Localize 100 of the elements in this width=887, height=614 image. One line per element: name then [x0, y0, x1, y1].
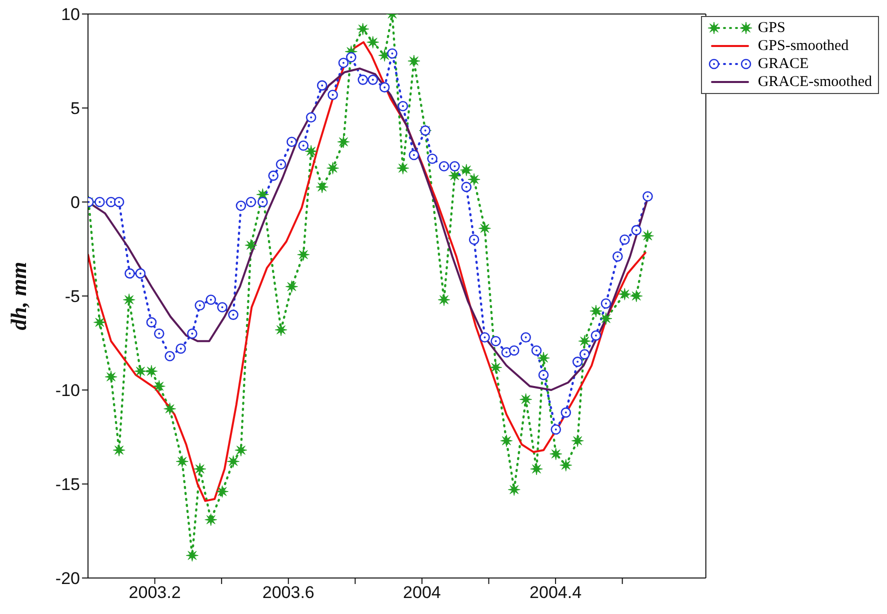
point [590, 330, 602, 341]
point [468, 234, 480, 245]
y-tick-label: 10 [61, 5, 80, 24]
point [268, 170, 278, 181]
point [520, 332, 531, 343]
point [297, 248, 310, 261]
point [154, 328, 164, 339]
point [618, 288, 631, 300]
point [337, 136, 350, 148]
point [346, 52, 356, 62]
point [93, 316, 106, 329]
legend-label: GRACE-smoothed [758, 73, 872, 91]
point [438, 161, 450, 172]
y-tick-label: -10 [55, 381, 80, 400]
point [246, 196, 256, 208]
point [508, 483, 520, 496]
point [480, 332, 490, 343]
point [94, 196, 105, 208]
point [590, 304, 602, 318]
point [550, 424, 562, 435]
point [306, 112, 316, 123]
y-tick-label: -15 [55, 475, 80, 494]
point [408, 150, 420, 160]
point [631, 225, 642, 236]
point [244, 238, 258, 252]
point [398, 100, 408, 112]
x-tick-label: 2003.6 [262, 583, 314, 602]
point [478, 222, 491, 235]
point [531, 345, 542, 356]
point [537, 352, 550, 364]
point [461, 182, 472, 192]
point [642, 191, 653, 202]
point [152, 380, 166, 392]
point [600, 298, 612, 309]
y-tick-label: -5 [64, 287, 80, 306]
y-tick-label: 5 [70, 99, 80, 118]
y-tick-label: 0 [70, 193, 80, 212]
point [468, 173, 480, 186]
point [304, 144, 318, 158]
point [490, 361, 502, 374]
point [427, 154, 438, 164]
point [379, 82, 390, 92]
point [326, 162, 340, 174]
point [538, 370, 549, 380]
point [408, 54, 420, 68]
legend-label: GPS [758, 19, 786, 37]
point [104, 370, 118, 384]
point [228, 310, 238, 320]
point [612, 251, 623, 262]
point [641, 230, 654, 242]
point [164, 351, 175, 362]
point [135, 268, 146, 279]
point [206, 294, 216, 305]
point [450, 161, 460, 172]
point [114, 196, 124, 208]
point [508, 345, 520, 356]
point [368, 74, 378, 85]
point [217, 302, 228, 312]
point [122, 294, 136, 306]
point [460, 164, 473, 176]
point [112, 444, 126, 456]
point [366, 36, 380, 48]
point [145, 364, 158, 378]
point [550, 448, 562, 460]
point [204, 513, 218, 526]
point [490, 336, 501, 346]
point [316, 80, 328, 91]
x-tick-label: 2003.2 [128, 583, 181, 602]
x-tick-label: 2004 [403, 583, 441, 602]
x-tick-label: 2004.4 [530, 583, 582, 602]
point [164, 402, 176, 416]
point [438, 294, 450, 306]
point [186, 549, 198, 562]
point [579, 349, 590, 360]
point [356, 22, 370, 36]
point [286, 136, 297, 147]
point [227, 455, 240, 468]
point [176, 343, 186, 354]
point [578, 334, 591, 348]
point [216, 485, 228, 498]
point [176, 455, 188, 468]
point [571, 434, 584, 448]
point [560, 458, 572, 472]
point [396, 162, 410, 174]
point [274, 324, 288, 336]
y-axis-title: dh, mm [6, 262, 31, 330]
point [316, 180, 328, 194]
point [560, 407, 572, 418]
point [520, 393, 532, 406]
point [338, 58, 349, 68]
point [124, 268, 135, 279]
point [276, 159, 286, 170]
line-series [88, 41, 646, 502]
point [194, 300, 206, 311]
point [146, 317, 157, 328]
point [378, 49, 391, 62]
point [236, 200, 246, 211]
point [630, 290, 643, 302]
point [285, 280, 298, 293]
legend-label: GPS-smoothed [758, 37, 849, 55]
